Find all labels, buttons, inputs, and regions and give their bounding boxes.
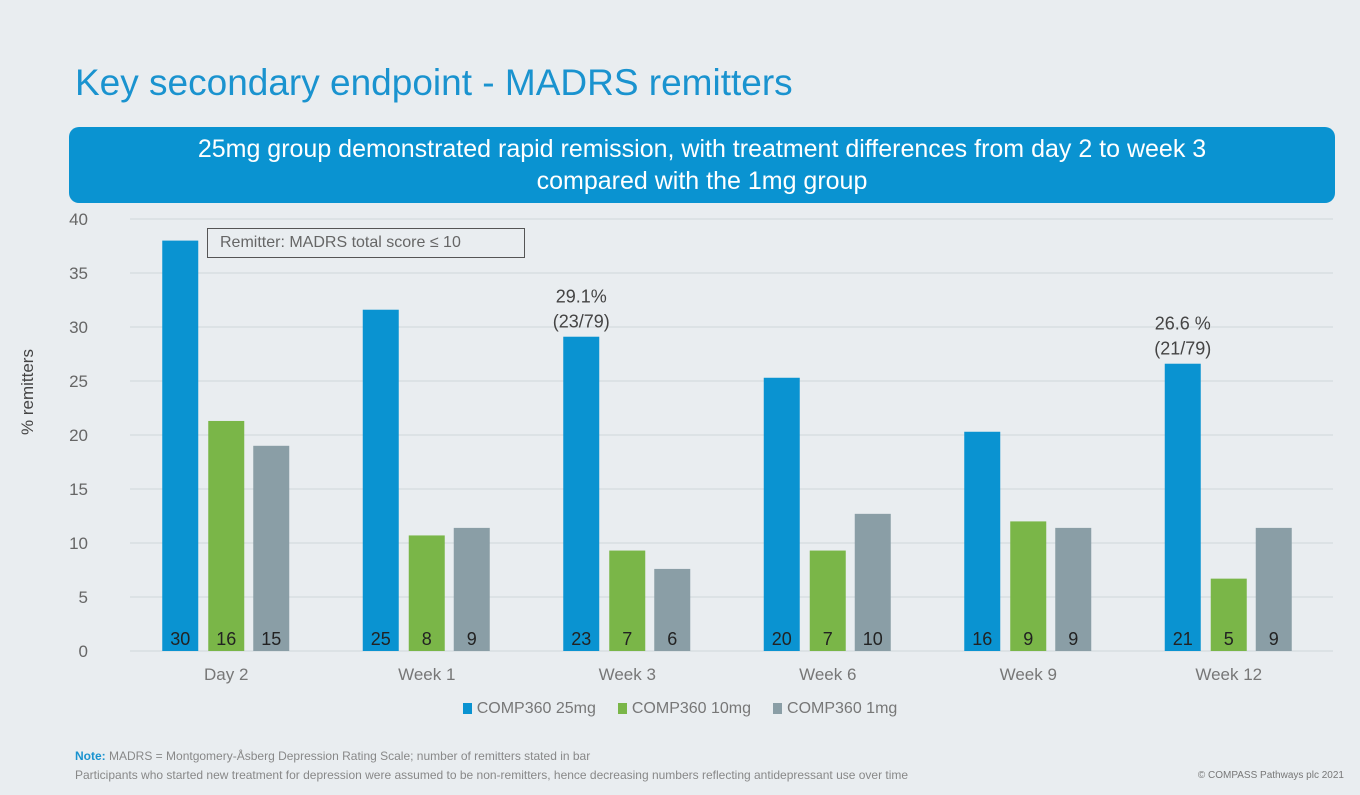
x-tick-label: Week 1 bbox=[398, 665, 455, 684]
bar-count-label: 9 bbox=[1023, 629, 1033, 649]
bar-annotation: 29.1% bbox=[556, 287, 607, 307]
y-tick-label: 5 bbox=[79, 588, 88, 607]
legend: COMP360 25mg COMP360 10mg COMP360 1mg bbox=[0, 700, 1360, 718]
banner-line-2: compared with the 1mg group bbox=[536, 167, 868, 195]
copyright: © COMPASS Pathways plc 2021 bbox=[1197, 770, 1344, 781]
bar-annotation: 26.6 % bbox=[1155, 314, 1211, 334]
note-line-1: MADRS = Montgomery-Åsberg Depression Rat… bbox=[109, 749, 591, 763]
bar bbox=[854, 513, 891, 651]
remitter-definition-box: Remitter: MADRS total score ≤ 10 bbox=[207, 228, 525, 258]
bar bbox=[1164, 363, 1201, 651]
legend-swatch bbox=[773, 703, 783, 714]
y-tick-label: 30 bbox=[69, 318, 88, 337]
y-axis-label: % remitters bbox=[18, 349, 37, 435]
bar-count-label: 25 bbox=[371, 629, 391, 649]
bar bbox=[763, 377, 800, 651]
bar-count-label: 20 bbox=[772, 629, 792, 649]
bar-count-label: 9 bbox=[1269, 629, 1279, 649]
bar-count-label: 9 bbox=[467, 629, 477, 649]
bar bbox=[809, 550, 846, 651]
y-tick-label: 35 bbox=[69, 264, 88, 283]
footnote: Note: MADRS = Montgomery-Åsberg Depressi… bbox=[75, 747, 908, 785]
bar-count-label: 21 bbox=[1173, 629, 1193, 649]
legend-label: COMP360 1mg bbox=[787, 700, 898, 717]
bar-count-label: 15 bbox=[261, 629, 281, 649]
legend-swatch bbox=[617, 703, 627, 714]
y-tick-label: 20 bbox=[69, 426, 88, 445]
bar bbox=[1010, 521, 1047, 651]
y-tick-label: 40 bbox=[69, 210, 88, 229]
bar-count-label: 8 bbox=[422, 629, 432, 649]
bar-count-label: 9 bbox=[1068, 629, 1078, 649]
bar-count-label: 16 bbox=[972, 629, 992, 649]
legend-item: COMP360 1mg bbox=[773, 700, 897, 718]
bar-count-label: 7 bbox=[622, 629, 632, 649]
key-message-banner: 25mg group demonstrated rapid remission,… bbox=[69, 127, 1335, 203]
legend-item: COMP360 10mg bbox=[617, 700, 752, 718]
legend-item: COMP360 25mg bbox=[462, 700, 596, 718]
bar-count-label: 10 bbox=[863, 629, 883, 649]
bar-count-label: 23 bbox=[571, 629, 591, 649]
bar bbox=[162, 240, 199, 651]
bar-annotation: (21/79) bbox=[1154, 339, 1211, 359]
x-tick-label: Week 9 bbox=[1000, 665, 1057, 684]
x-tick-label: Week 3 bbox=[599, 665, 656, 684]
x-tick-label: Week 12 bbox=[1195, 665, 1262, 684]
y-tick-label: 15 bbox=[69, 480, 88, 499]
note-line-2: Participants who started new treatment f… bbox=[75, 768, 909, 782]
bar bbox=[408, 535, 445, 651]
y-tick-label: 10 bbox=[69, 534, 88, 553]
bar bbox=[609, 550, 646, 651]
y-tick-label: 0 bbox=[79, 642, 88, 661]
bar-annotation: (23/79) bbox=[553, 312, 610, 332]
bar bbox=[1055, 527, 1092, 651]
legend-label: COMP360 25mg bbox=[476, 700, 596, 717]
x-tick-label: Day 2 bbox=[204, 665, 248, 684]
bar-count-label: 16 bbox=[216, 629, 236, 649]
page-title: Key secondary endpoint - MADRS remitters bbox=[75, 62, 793, 103]
legend-swatch bbox=[462, 703, 472, 714]
bar bbox=[208, 420, 245, 651]
x-tick-label: Week 6 bbox=[799, 665, 856, 684]
banner-line-1: 25mg group demonstrated rapid remission,… bbox=[197, 135, 1207, 163]
y-tick-label: 25 bbox=[69, 372, 88, 391]
bar-count-label: 30 bbox=[170, 629, 190, 649]
bar bbox=[253, 445, 290, 651]
bar-count-label: 5 bbox=[1224, 629, 1234, 649]
note-label: Note: bbox=[75, 749, 106, 763]
legend-label: COMP360 10mg bbox=[631, 700, 752, 717]
bar bbox=[453, 527, 490, 651]
bar bbox=[964, 431, 1001, 651]
bar bbox=[654, 568, 691, 651]
bar-count-label: 7 bbox=[823, 629, 833, 649]
bar bbox=[563, 336, 600, 651]
bar-count-label: 6 bbox=[667, 629, 677, 649]
bar bbox=[1210, 578, 1247, 651]
bar bbox=[362, 309, 399, 651]
bar bbox=[1255, 527, 1292, 651]
